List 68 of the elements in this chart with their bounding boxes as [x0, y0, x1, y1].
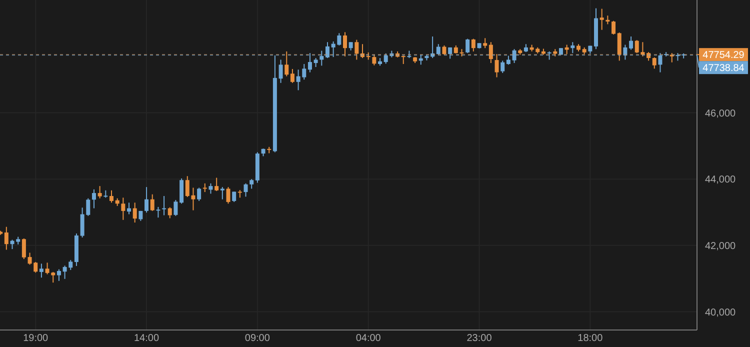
candlestick: [156, 206, 160, 218]
candlestick: [109, 190, 114, 204]
candlestick: [658, 52, 662, 73]
candlestick: [401, 55, 406, 65]
candlestick: [197, 187, 202, 202]
x-tick-label: 14:00: [134, 333, 160, 344]
candlestick: [600, 8, 604, 30]
candlestick: [278, 59, 283, 84]
candlestick: [360, 44, 365, 59]
candlestick: [232, 191, 236, 202]
candlestick: [4, 226, 8, 250]
candlestick: [623, 44, 628, 60]
candlestick: [127, 202, 132, 215]
candlestick: [150, 194, 154, 212]
candlestick: [617, 32, 622, 62]
candlestick: [98, 186, 102, 199]
candlestick: [250, 178, 254, 190]
candlestick: [512, 48, 516, 64]
candlestick: [466, 38, 470, 54]
candlestick: [290, 68, 294, 84]
candlestick: [320, 50, 324, 66]
candlestick: [471, 38, 476, 52]
candlestick: [500, 60, 505, 74]
x-tick-label: 04:00: [356, 333, 382, 344]
candlestick: [652, 56, 656, 70]
candlestick: [180, 178, 184, 204]
candlestick: [284, 50, 289, 77]
candlestick: [570, 42, 575, 54]
candlestick: [132, 202, 137, 224]
candlestick: [168, 206, 172, 219]
y-tick-label: 40,000: [705, 307, 736, 318]
y-tick-label: 46,000: [705, 108, 736, 120]
candlestick: [214, 177, 219, 192]
candlestick: [612, 20, 616, 35]
candlestick: [208, 182, 213, 194]
candlestick: [372, 54, 376, 66]
candlestick: [162, 196, 166, 216]
candlestick: [442, 44, 446, 56]
candlestick: [144, 186, 149, 214]
x-tick-label: 19:00: [23, 333, 49, 344]
candlestick: [92, 188, 96, 209]
candlestick: [483, 38, 488, 49]
y-tick-label: 42,000: [705, 240, 736, 252]
candlestick: [22, 238, 26, 260]
candlestick: [629, 36, 634, 50]
candlestick: [325, 42, 330, 59]
candlestick: [407, 50, 412, 59]
candlestick: [308, 52, 312, 73]
candlestick: [342, 32, 347, 57]
ref-line-label: 47738.84: [702, 63, 745, 74]
candlestick: [121, 197, 126, 220]
candlestick: [174, 199, 178, 216]
candlestick: [56, 268, 61, 282]
candlestick: [354, 39, 359, 60]
candlestick: [488, 42, 493, 64]
y-tick-label: 44,000: [705, 174, 736, 186]
x-tick-label: 23:00: [466, 333, 492, 344]
candlestick: [39, 263, 44, 278]
x-tick-label: 09:00: [244, 333, 270, 344]
candlestick: [436, 44, 440, 56]
candlestick: [244, 182, 248, 198]
candlestick: [430, 36, 435, 59]
candlestick: [494, 54, 499, 78]
ref-line-label: 47754.29: [702, 50, 745, 62]
candlestick: [220, 186, 224, 200]
candlestick: [226, 186, 230, 204]
x-tick-label: 18:00: [578, 333, 604, 344]
candlestick: [670, 52, 674, 63]
